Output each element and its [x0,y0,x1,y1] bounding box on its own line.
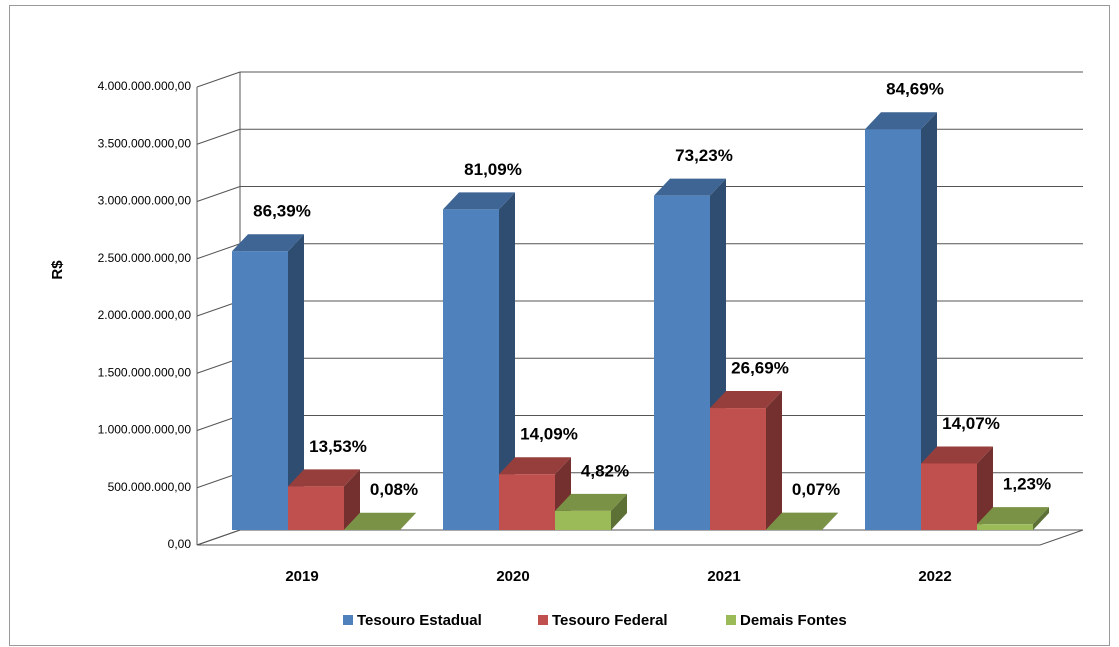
bar-side [822,512,838,530]
data-label: 14,09% [520,425,578,444]
legend-swatch [343,615,353,625]
x-tick-label: 2020 [496,568,529,585]
data-label: 4,82% [581,461,629,480]
x-tick-label: 2021 [707,568,740,585]
grid-line [196,128,241,145]
grid-line [196,243,241,260]
legend-label: Tesouro Federal [552,612,668,629]
bar [921,463,977,530]
legend-label: Tesouro Estadual [357,612,482,629]
y-axis-label: R$ [49,260,66,280]
bar-top [232,234,304,252]
y-tick-label: 2.000.000.000,00 [98,308,192,322]
bar-side [344,469,360,530]
data-label: 26,69% [731,359,789,378]
bar [232,251,288,530]
bar-top [499,457,571,475]
bar-side [977,446,993,530]
bar [555,510,611,530]
y-tick-label: 500.000.000,00 [108,480,192,494]
grid-line [196,529,241,546]
x-tick-label: 2019 [285,568,318,585]
y-tick-label: 2.500.000.000,00 [98,251,192,265]
x-tick-label: 2022 [918,568,951,585]
bar-top [654,178,726,196]
bar-top [921,446,993,464]
bar-top [977,507,1049,525]
bar-top [766,512,838,530]
data-label: 86,39% [253,202,311,221]
bar [865,129,921,530]
data-label: 73,23% [675,146,733,165]
y-tick-label: 1.000.000.000,00 [98,423,192,437]
bar-top [555,493,627,511]
data-label: 81,09% [464,160,522,179]
bar-side [1033,507,1049,530]
bar [499,474,555,530]
bar [977,524,1033,530]
legend-label: Demais Fontes [740,612,847,629]
grid-line [196,71,241,88]
y-tick-label: 1.500.000.000,00 [98,365,192,379]
bar-side [766,391,782,530]
y-tick-label: 0,00 [168,537,192,551]
bar-side [921,112,937,530]
bar [654,195,710,530]
bar-top [344,512,416,530]
y-tick-label: 3.500.000.000,00 [98,136,192,150]
legend-swatch [726,615,736,625]
y-tick-label: 3.000.000.000,00 [98,194,192,208]
bar-side [400,512,416,530]
bar [288,486,344,530]
bar-side [611,493,627,530]
data-label: 14,07% [942,414,1000,433]
data-label: 84,69% [886,80,944,99]
data-label: 0,08% [370,480,418,499]
grid-line [196,186,241,202]
bar-top [865,112,937,130]
data-label: 13,53% [309,437,367,456]
bar [443,209,499,530]
bar-top [710,391,782,409]
bar-side [499,192,515,530]
data-label: 1,23% [1003,475,1051,494]
data-label: 0,07% [792,480,840,499]
y-tick-label: 4.000.000.000,00 [98,79,192,93]
bar-top [443,192,515,210]
bar-top [288,469,360,487]
bar-side [288,234,304,530]
legend-swatch [538,615,548,625]
bar [710,408,766,530]
